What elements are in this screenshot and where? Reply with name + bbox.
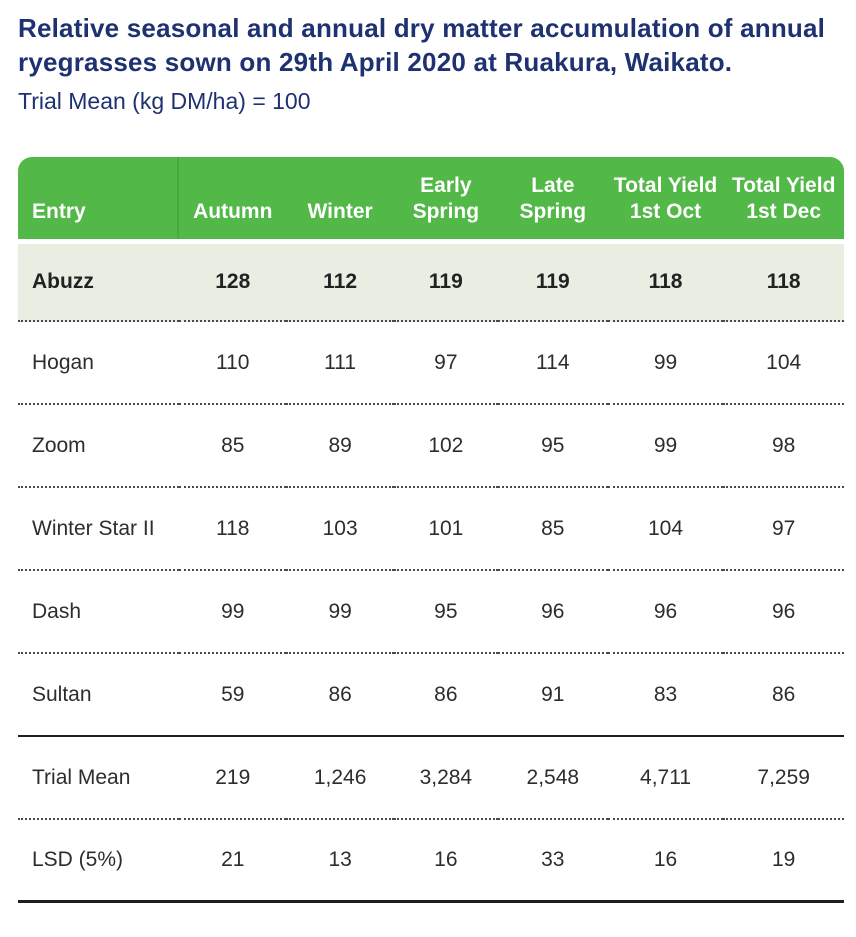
column-header-total-yield-1st-oct: Total Yield 1st Oct — [607, 157, 724, 240]
page-subtitle: Trial Mean (kg DM/ha) = 100 — [18, 87, 311, 114]
table-header-row: Entry Autumn Winter Early Spring Late Spring… — [18, 157, 844, 240]
cell-value: 96 — [607, 571, 724, 655]
row-label: Zoom — [18, 405, 180, 489]
column-header-autumn: Autumn — [179, 157, 287, 240]
cell-value: 19 — [723, 820, 844, 904]
cell-value: 59 — [179, 654, 287, 738]
column-header-late-spring: Late Spring — [497, 157, 608, 240]
cell-value: 99 — [607, 405, 724, 489]
cell-value: 85 — [497, 488, 608, 572]
cell-value: 86 — [286, 654, 394, 738]
cell-value: 99 — [179, 571, 287, 655]
table-row-lsd-5: LSD (5%) 21 13 16 33 16 19 — [18, 820, 844, 904]
cell-value: 98 — [723, 405, 844, 489]
cell-value: 3,284 — [393, 737, 498, 821]
cell-value: 7,259 — [723, 737, 844, 821]
cell-value: 86 — [723, 654, 844, 738]
page-title: Relative seasonal and annual dry matter … — [18, 13, 826, 77]
cell-value: 16 — [393, 820, 498, 904]
row-label: Sultan — [18, 654, 180, 738]
cell-value: 119 — [393, 239, 498, 323]
cell-value: 13 — [286, 820, 394, 904]
cell-value: 4,711 — [607, 737, 724, 821]
table-row-trial-mean: Trial Mean 219 1,246 3,284 2,548 4,711 7,259 — [18, 737, 844, 821]
cell-value: 95 — [497, 405, 608, 489]
cell-value: 95 — [393, 571, 498, 655]
cell-value: 111 — [286, 322, 394, 406]
cell-value: 96 — [497, 571, 608, 655]
row-label: Hogan — [18, 322, 180, 406]
cell-value: 128 — [179, 239, 287, 323]
cell-value: 83 — [607, 654, 724, 738]
cell-value: 21 — [179, 820, 287, 904]
cell-value: 103 — [286, 488, 394, 572]
cell-value: 114 — [497, 322, 608, 406]
table-row-sultan: Sultan 59 86 86 91 83 86 — [18, 654, 844, 738]
cell-value: 97 — [723, 488, 844, 572]
cell-value: 219 — [179, 737, 287, 821]
cell-value: 96 — [723, 571, 844, 655]
cell-value: 118 — [179, 488, 287, 572]
cell-value: 16 — [607, 820, 724, 904]
row-label: Dash — [18, 571, 180, 655]
row-label: LSD (5%) — [18, 820, 180, 904]
cell-value: 99 — [607, 322, 724, 406]
cell-value: 110 — [179, 322, 287, 406]
cell-value: 101 — [393, 488, 498, 572]
column-header-entry: Entry — [18, 157, 180, 240]
cell-value: 119 — [497, 239, 608, 323]
cell-value: 89 — [286, 405, 394, 489]
table-row-winter-star-ii: Winter Star II 118 103 101 85 104 97 — [18, 488, 844, 572]
cell-value: 86 — [393, 654, 498, 738]
cell-value: 91 — [497, 654, 608, 738]
yield-table: Entry Autumn Winter Early Spring Late Spring… — [18, 157, 844, 904]
cell-value: 1,246 — [286, 737, 394, 821]
cell-value: 33 — [497, 820, 608, 904]
column-header-early-spring: Early Spring — [393, 157, 498, 240]
row-label: Trial Mean — [18, 737, 180, 821]
cell-value: 104 — [607, 488, 724, 572]
cell-value: 99 — [286, 571, 394, 655]
row-label: Abuzz — [18, 239, 180, 323]
cell-value: 112 — [286, 239, 394, 323]
table-row-dash: Dash 99 99 95 96 96 96 — [18, 571, 844, 655]
cell-value: 97 — [393, 322, 498, 406]
row-label: Winter Star II — [18, 488, 180, 572]
column-header-winter: Winter — [286, 157, 394, 240]
cell-value: 118 — [723, 239, 844, 323]
cell-value: 85 — [179, 405, 287, 489]
cell-value: 118 — [607, 239, 724, 323]
cell-value: 104 — [723, 322, 844, 406]
cell-value: 102 — [393, 405, 498, 489]
table-row-hogan: Hogan 110 111 97 114 99 104 — [18, 322, 844, 406]
cell-value: 2,548 — [497, 737, 608, 821]
table-row-abuzz: Abuzz 128 112 119 119 118 118 — [18, 239, 844, 323]
column-header-total-yield-1st-dec: Total Yield 1st Dec — [723, 157, 844, 240]
table-row-zoom: Zoom 85 89 102 95 99 98 — [18, 405, 844, 489]
